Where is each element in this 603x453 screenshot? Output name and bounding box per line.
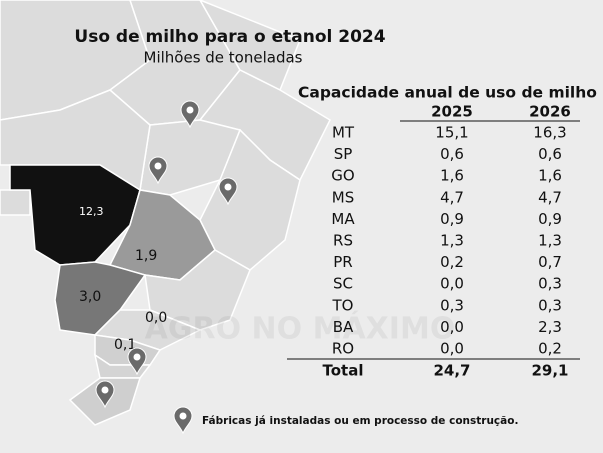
table-value: 0,0 (440, 340, 464, 358)
pin-hole (101, 386, 109, 394)
table-value: 1,6 (538, 167, 562, 185)
state-code: MT (332, 124, 355, 142)
state-code: MA (331, 210, 355, 228)
table-value: 1,6 (440, 167, 464, 185)
pin-hole (154, 162, 162, 170)
table-value: 0,6 (538, 145, 562, 163)
map-label: 1,9 (135, 248, 157, 264)
table-value: 16,3 (533, 124, 566, 142)
state-code: RO (332, 340, 354, 358)
table-value: 15,1 (435, 124, 468, 142)
state-code: PR (333, 253, 352, 271)
table-value: 0,3 (538, 296, 562, 314)
table-value: 2,3 (538, 318, 562, 336)
table-value: 1,3 (538, 232, 562, 250)
factory-pin (148, 156, 168, 185)
total-cell: 24,7 (433, 362, 470, 380)
pin-hole (133, 353, 141, 361)
map-label: 3,0 (79, 289, 101, 305)
table-value: 0,2 (538, 340, 562, 358)
legend-text: Fábricas já instaladas ou em processo de… (202, 415, 518, 427)
state-code: MS (332, 188, 354, 206)
table-value: 0,0 (440, 275, 464, 293)
table-value: 0,7 (538, 253, 562, 271)
table-value: 0,3 (538, 275, 562, 293)
table-value: 0,3 (440, 296, 464, 314)
factory-pin (180, 100, 200, 129)
table-value: 0,6 (440, 145, 464, 163)
state-code: GO (331, 167, 354, 185)
state (0, 189, 31, 216)
title: Uso de milho para o etanol 2024 (74, 27, 385, 47)
table-value: 4,7 (538, 188, 562, 206)
state-code: TO (332, 296, 354, 314)
map-label: 12,3 (79, 205, 104, 218)
pin-hole (224, 183, 232, 191)
pin-hole (179, 412, 187, 420)
state-code: BA (333, 318, 354, 336)
total-cell: 29,1 (531, 362, 568, 380)
table-value: 0,9 (538, 210, 562, 228)
map-label: 0,0 (145, 310, 167, 326)
map-label: 0,1 (114, 337, 136, 353)
column-header: 2025 (431, 103, 473, 121)
table-title: Capacidade anual de uso de milho (298, 84, 597, 102)
table-value: 1,3 (440, 232, 464, 250)
subtitle: Milhões de toneladas (144, 49, 303, 67)
table-value: 0,0 (440, 318, 464, 336)
watermark: AGRO NO MÁXIMO (145, 311, 456, 347)
total-cell: Total (323, 362, 364, 380)
map (0, 0, 331, 426)
table-value: 4,7 (440, 188, 464, 206)
factory-pin (95, 380, 115, 409)
state-code: RS (333, 232, 353, 250)
table-value: 0,2 (440, 253, 464, 271)
pin-hole (186, 106, 194, 114)
state-code: SP (334, 145, 353, 163)
table-value: 0,9 (440, 210, 464, 228)
column-header: 2026 (529, 103, 571, 121)
factory-pin (127, 347, 147, 376)
state-code: SC (333, 275, 353, 293)
factory-pin (218, 177, 238, 206)
factory-pin (173, 406, 193, 435)
